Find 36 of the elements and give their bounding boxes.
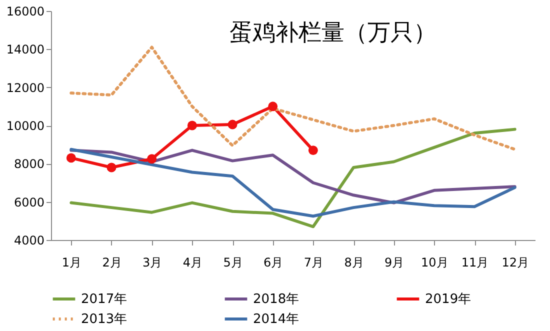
x-tick-label: 9月: [384, 256, 404, 270]
x-tick-label: 1月: [62, 256, 82, 270]
x-tick-label: 4月: [182, 256, 202, 270]
legend-label: 2013年: [81, 312, 128, 327]
point: [187, 120, 197, 130]
y-tick-label: 6000: [14, 195, 44, 210]
x-tick-label: 3月: [142, 256, 162, 270]
x-tick-label: 11月: [461, 256, 489, 270]
legend-label: 2019年: [425, 292, 472, 307]
legend-label: 2018年: [253, 292, 300, 307]
line-series: [70, 148, 516, 218]
y-tick-label: 12000: [6, 80, 44, 95]
point: [308, 146, 318, 156]
line-series: [70, 148, 516, 204]
point: [106, 162, 116, 172]
x-tick-label: 7月: [304, 256, 324, 270]
x-tick-label: 12月: [502, 256, 529, 270]
legend-label: 2017年: [81, 292, 128, 307]
y-tick-label: 10000: [6, 119, 44, 133]
x-tick-label: 10月: [421, 256, 448, 270]
x-tick-label: 2月: [102, 256, 122, 270]
x-tick-label: 8月: [344, 256, 364, 270]
point: [228, 120, 238, 130]
line-series: [70, 128, 516, 228]
point: [66, 153, 76, 163]
chart-title: 蛋鸡补栏量（万只）: [230, 20, 436, 46]
y-tick-label: 16000: [6, 4, 44, 18]
y-tick-label: 4000: [14, 234, 44, 248]
x-tick-label: 6月: [264, 256, 284, 270]
legend-label: 2014年: [253, 312, 300, 327]
point: [147, 154, 157, 164]
x-tick-label: 5月: [223, 256, 243, 270]
y-tick-label: 8000: [14, 157, 44, 172]
point: [268, 102, 278, 112]
y-tick-label: 14000: [6, 42, 44, 57]
line-series: [70, 46, 516, 151]
